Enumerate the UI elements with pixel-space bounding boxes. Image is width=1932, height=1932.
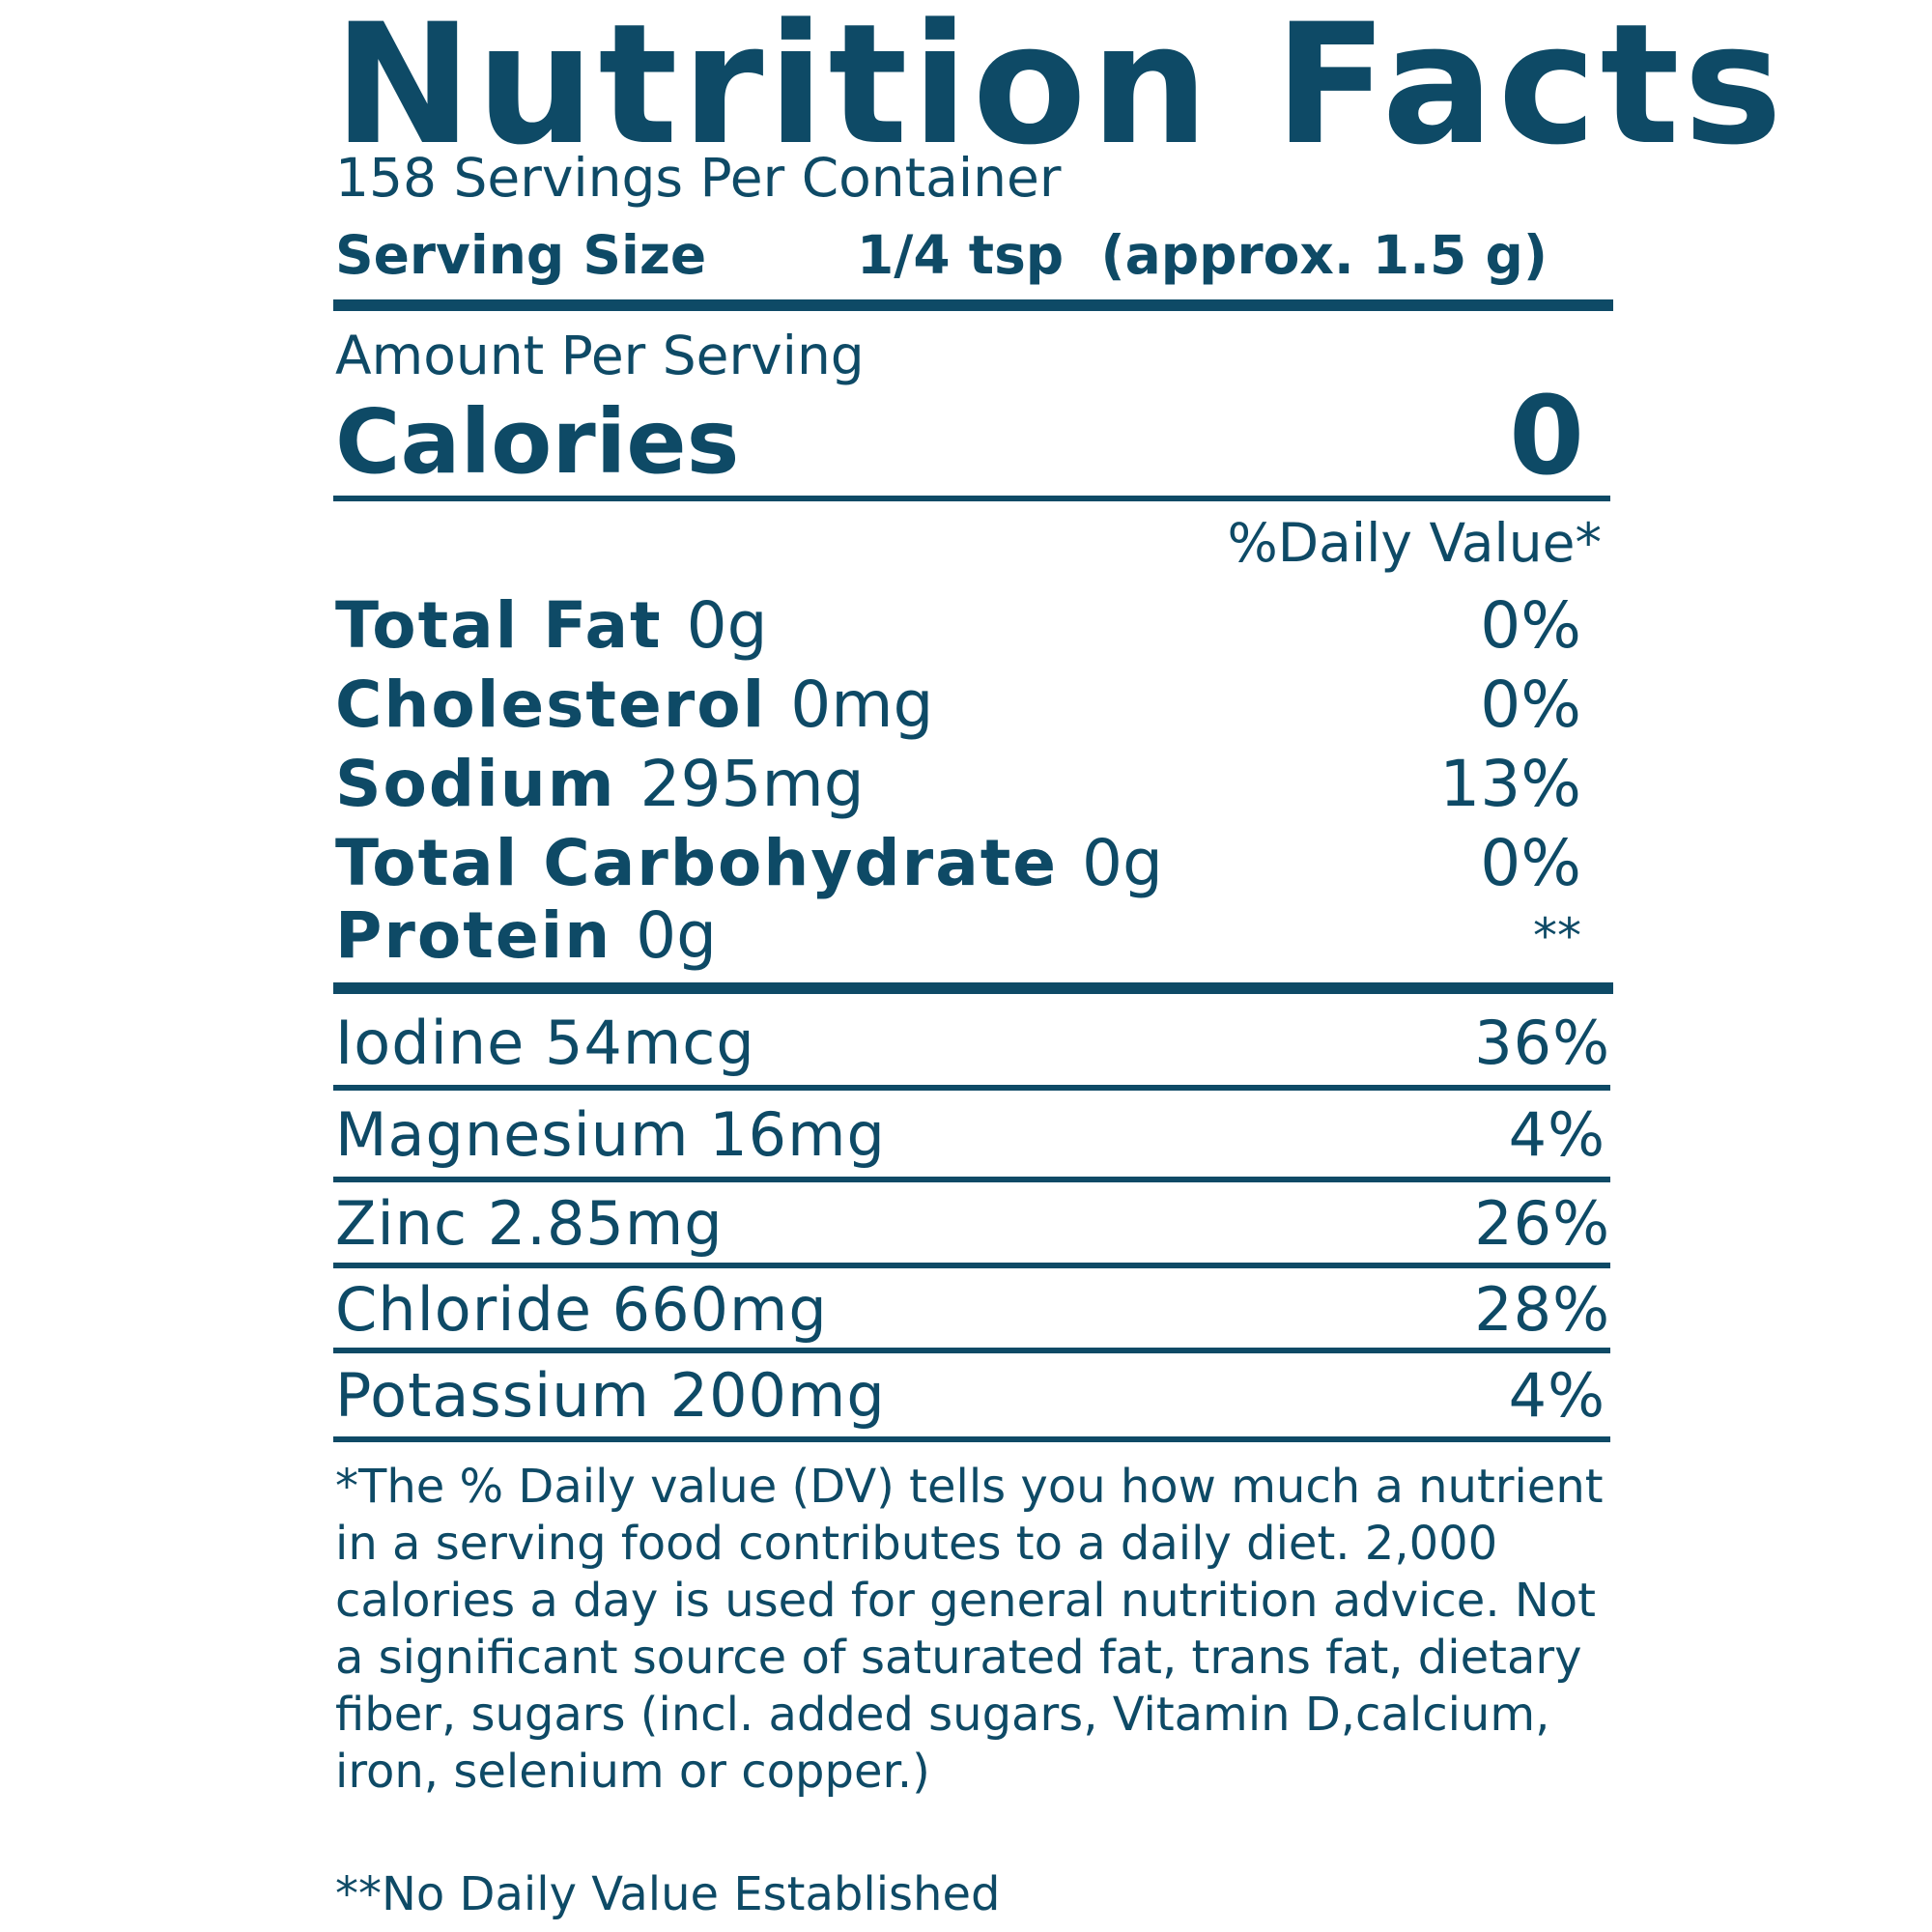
mineral-row-chloride: Chloride 660mg 28% [335, 1276, 1610, 1344]
mineral-label: Chloride 660mg [335, 1274, 828, 1345]
nutrient-name: Total Fat [335, 588, 687, 663]
row-divider [333, 1177, 1610, 1182]
servings-per-container: 158 Servings Per Container [335, 147, 1062, 209]
mineral-row-magnesium: Magnesium 16mg 4% [335, 1101, 1610, 1169]
calories-divider [333, 496, 1610, 501]
nutrition-facts-label: Nutrition Facts 158 Servings Per Contain… [333, 0, 1782, 1932]
amount-per-serving: Amount Per Serving [335, 325, 865, 386]
serving-size-label: Serving Size [335, 224, 707, 286]
nutrient-daily-value: 0% [1480, 668, 1581, 742]
nutrient-amount: 0g [1082, 826, 1163, 900]
mineral-row-iodine: Iodine 54mcg 36% [335, 1009, 1610, 1077]
nutrient-amount: 295mg [639, 747, 865, 821]
nutrient-amount: 0mg [790, 668, 934, 742]
mineral-daily-value: 36% [1474, 1008, 1610, 1078]
mineral-label: Zinc 2.85mg [335, 1188, 724, 1259]
daily-value-footnote: *The % Daily value (DV) tells you how mu… [335, 1460, 1604, 1799]
mineral-label: Iodine 54mcg [335, 1008, 755, 1078]
nutrient-daily-value: 0% [1480, 588, 1581, 663]
thick-divider [333, 299, 1613, 311]
nutrient-name: Protein [335, 898, 637, 973]
serving-size-value: 1/4 tsp (approx. 1.5 g) [857, 224, 1548, 286]
row-divider [333, 1085, 1610, 1091]
calories-value: 0 [1509, 374, 1584, 499]
nutrient-daily-value: 13% [1439, 747, 1581, 821]
mineral-daily-value: 26% [1474, 1188, 1610, 1259]
label-title: Nutrition Facts [333, 0, 1787, 182]
nutrient-daily-value: ** [1533, 908, 1581, 964]
nutrient-row-total-fat: Total Fat 0g 0% [335, 592, 1581, 660]
nutrient-name: Sodium [335, 747, 640, 821]
row-divider [333, 1348, 1610, 1353]
nutrient-row-total-carbohydrate: Total Carbohydrate 0g 0% [335, 830, 1581, 897]
nutrient-daily-value: 0% [1480, 826, 1581, 900]
nutrient-row-sodium: Sodium 295mg 13% [335, 751, 1581, 818]
nutrient-amount: 0g [636, 898, 718, 973]
mineral-row-potassium: Potassium 200mg 4% [335, 1362, 1610, 1430]
thick-divider [333, 982, 1613, 994]
row-divider [333, 1436, 1610, 1442]
daily-value-header: %Daily Value* [1227, 512, 1602, 574]
nutrient-amount: 0g [686, 588, 768, 663]
mineral-label: Potassium 200mg [335, 1360, 886, 1431]
nutrient-name: Total Carbohydrate [335, 826, 1083, 900]
calories-label: Calories [335, 390, 740, 494]
mineral-daily-value: 28% [1474, 1274, 1610, 1345]
nutrient-name: Cholesterol [335, 668, 791, 742]
nutrient-row-cholesterol: Cholesterol 0mg 0% [335, 671, 1581, 739]
mineral-label: Magnesium 16mg [335, 1099, 886, 1170]
row-divider [333, 1263, 1610, 1268]
mineral-row-zinc: Zinc 2.85mg 26% [335, 1190, 1610, 1258]
mineral-daily-value: 4% [1508, 1099, 1605, 1170]
nutrient-row-protein: Protein 0g ** [335, 902, 1581, 970]
mineral-daily-value: 4% [1508, 1360, 1605, 1431]
no-daily-value-footnote: **No Daily Value Established [335, 1867, 1001, 1921]
